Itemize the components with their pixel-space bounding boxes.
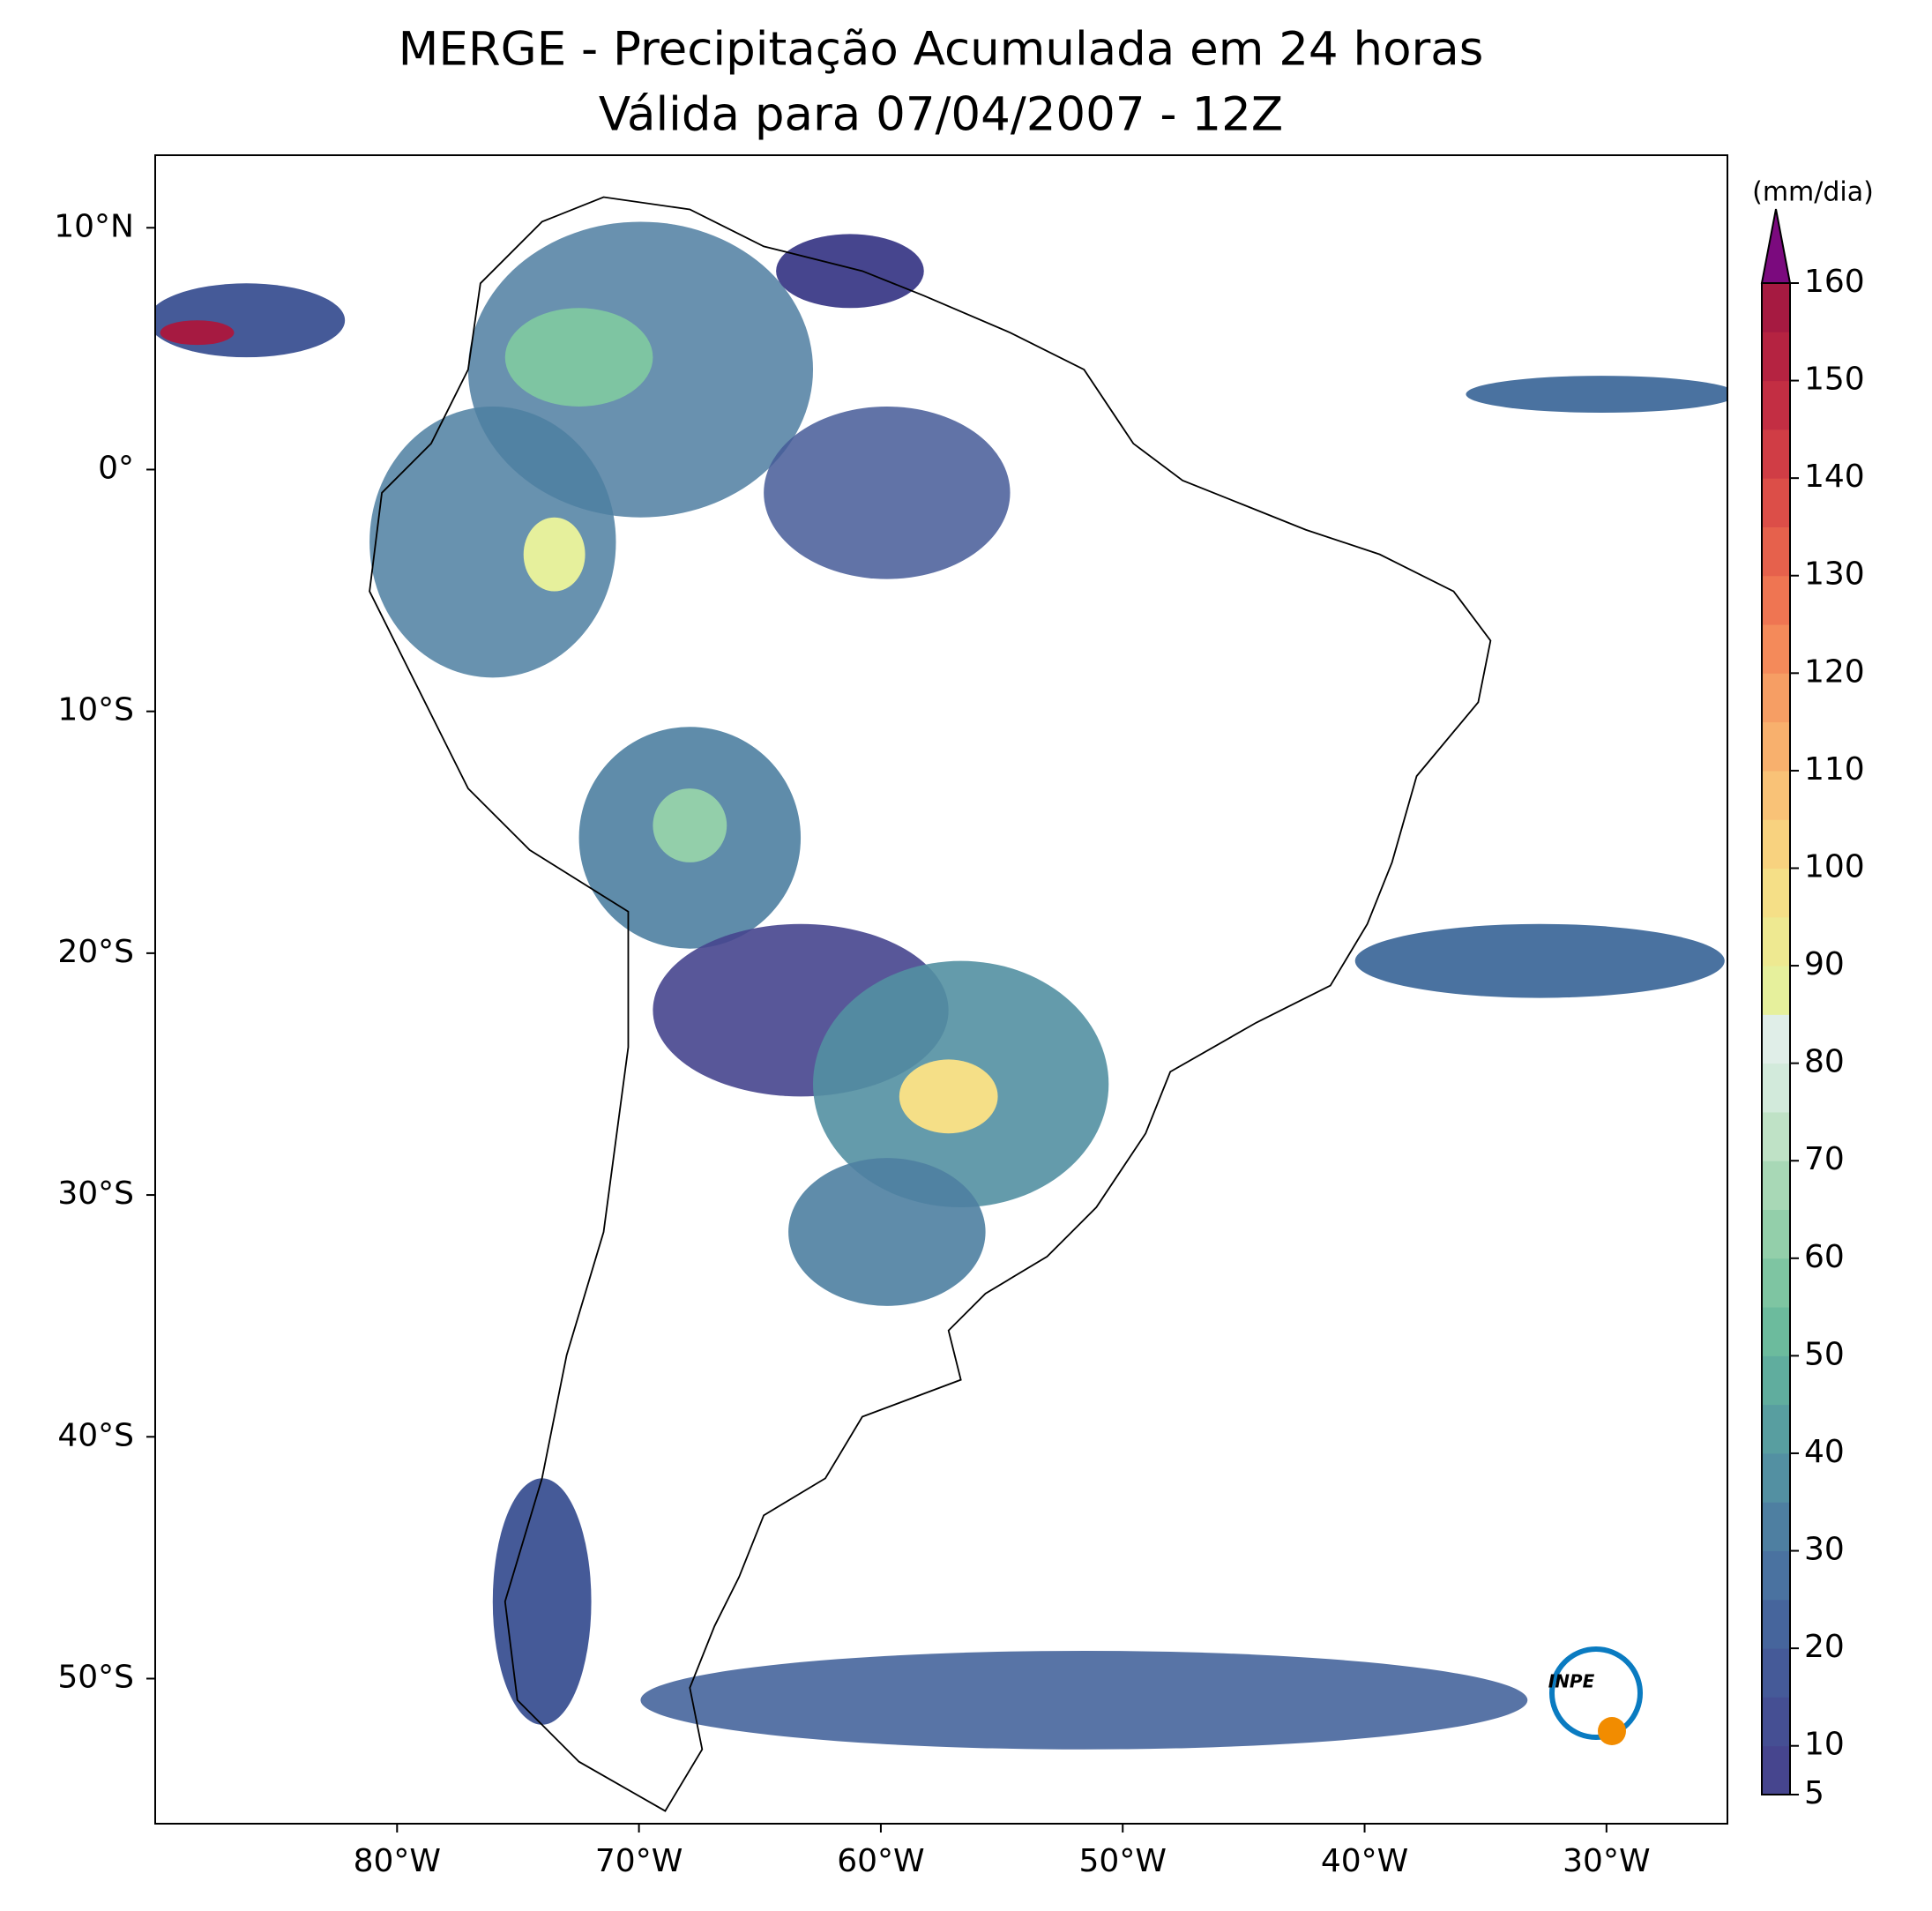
x-tick-label: 30°W	[1563, 1843, 1650, 1879]
title: MERGE - Precipitação Acumulada em 24 hor…	[399, 23, 1484, 77]
x-tick-label: 50°W	[1079, 1843, 1167, 1879]
colorbar-band	[1762, 721, 1790, 772]
colorbar-tick-label: 160	[1804, 264, 1865, 300]
colorbar-tick-label: 20	[1804, 1629, 1845, 1665]
colorbar-band	[1762, 1648, 1790, 1698]
colorbar-tick-label: 5	[1804, 1775, 1824, 1811]
x-tick-label: 80°W	[354, 1843, 441, 1879]
colorbar-band	[1762, 332, 1790, 382]
colorbar-band	[1762, 1258, 1790, 1308]
colorbar-band	[1762, 283, 1790, 332]
x-tick-label: 40°W	[1321, 1843, 1408, 1879]
colorbar-band	[1762, 1161, 1790, 1211]
subtitle: Válida para 07/04/2007 - 12Z	[599, 88, 1283, 142]
colorbar-band	[1762, 673, 1790, 723]
colorbar-tick-label: 120	[1804, 653, 1865, 690]
colorbar-tick-label: 140	[1804, 459, 1865, 495]
colorbar-band	[1762, 575, 1790, 625]
colorbar-tick-label: 40	[1804, 1434, 1845, 1470]
colorbar-tick-label: 10	[1804, 1727, 1845, 1763]
x-tick-label: 70°W	[595, 1843, 683, 1879]
map-frame	[154, 154, 1728, 1825]
y-tick-label: 10°S	[57, 692, 134, 728]
colorbar-tick-label: 130	[1804, 556, 1865, 593]
map-area	[155, 196, 1727, 1812]
logo: INPE	[1548, 1646, 1643, 1745]
colorbar-tick-label: 80	[1804, 1044, 1845, 1080]
colorbar-label: (mm/dia)	[1752, 177, 1874, 208]
colorbar-band	[1762, 1452, 1790, 1503]
colorbar-tick-label: 100	[1804, 848, 1865, 885]
colorbar-band	[1762, 1404, 1790, 1454]
colorbar-band	[1762, 624, 1790, 674]
colorbar-band	[1762, 1014, 1790, 1064]
colorbar-band	[1762, 916, 1790, 967]
colorbar-tick-label: 60	[1804, 1239, 1845, 1275]
colorbar-band	[1762, 868, 1790, 918]
y-tick-label: 0°	[98, 450, 134, 486]
colorbar-tick-label: 50	[1804, 1336, 1845, 1372]
colorbar-band	[1762, 1550, 1790, 1601]
colorbar-tick-label: 90	[1804, 946, 1845, 982]
colorbar-extend	[1760, 208, 1792, 284]
colorbar-band	[1762, 1355, 1790, 1406]
colorbar-tick-label: 110	[1804, 751, 1865, 788]
logo-text: INPE	[1548, 1671, 1595, 1692]
colorbar-tick-label: 150	[1804, 362, 1865, 398]
x-tick-label: 60°W	[837, 1843, 924, 1879]
y-tick-label: 20°S	[57, 934, 134, 970]
colorbar-band	[1762, 1111, 1790, 1161]
colorbar-band	[1762, 478, 1790, 527]
colorbar-band	[1762, 770, 1790, 820]
colorbar-band	[1762, 1697, 1790, 1747]
coastline	[369, 196, 1492, 1812]
colorbar-band	[1762, 1599, 1790, 1649]
colorbar-frame	[1761, 282, 1791, 1795]
precipitation	[155, 221, 1727, 1750]
colorbar-band	[1762, 966, 1790, 1015]
colorbar-band	[1762, 380, 1790, 430]
y-tick-label: 50°S	[57, 1659, 134, 1695]
y-tick-label: 10°N	[54, 208, 134, 244]
colorbar-tick-label: 30	[1804, 1532, 1845, 1568]
y-tick-label: 30°S	[57, 1176, 134, 1212]
colorbar-band	[1762, 819, 1790, 869]
colorbar-band	[1762, 1063, 1790, 1113]
colorbar-tick-label: 70	[1804, 1141, 1845, 1177]
colorbar-band	[1762, 1307, 1790, 1356]
colorbar-band	[1762, 1745, 1790, 1795]
colorbar-band	[1762, 1209, 1790, 1259]
colorbar-band	[1762, 526, 1790, 577]
colorbar-band	[1762, 1502, 1790, 1552]
y-tick-label: 40°S	[57, 1417, 134, 1453]
colorbar-band	[1762, 429, 1790, 479]
